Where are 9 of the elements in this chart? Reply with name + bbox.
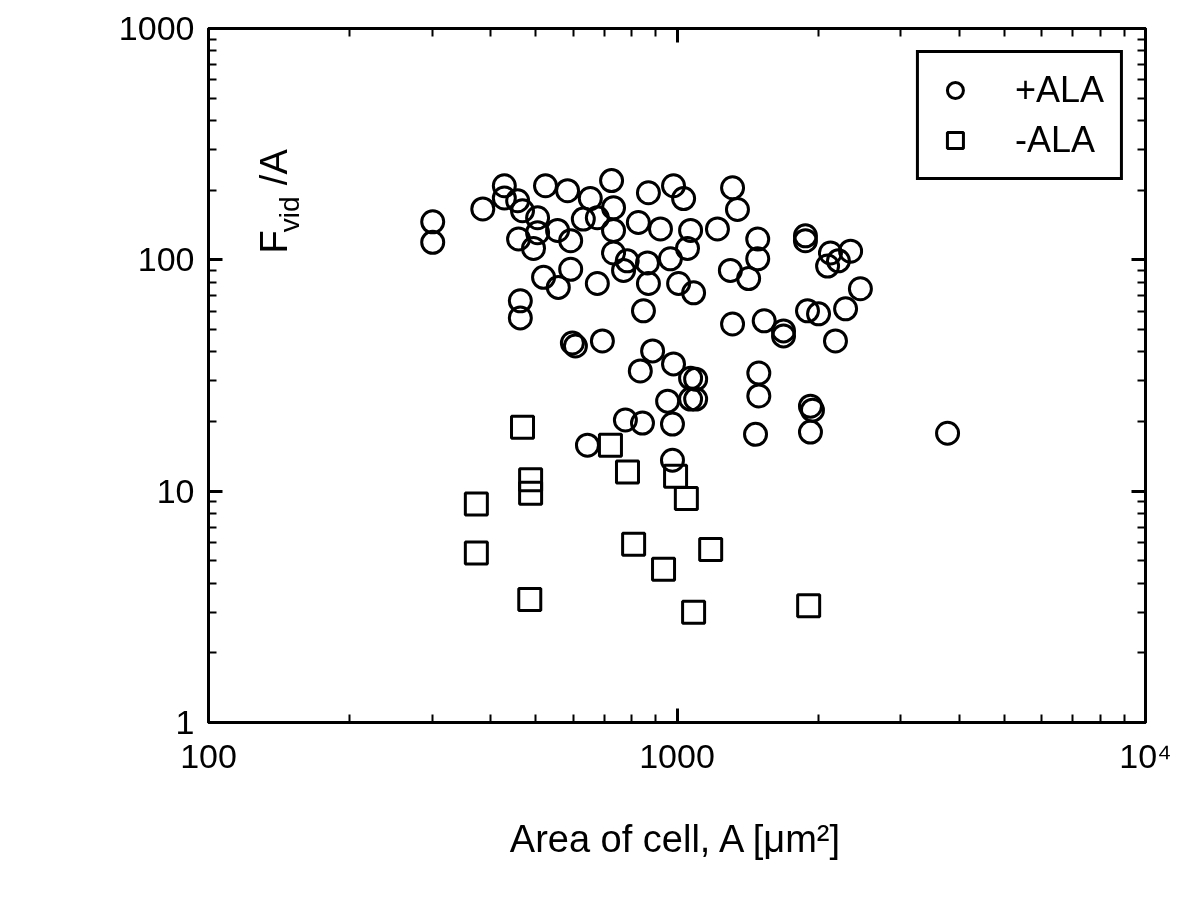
y-axis-title: Fvid /A [252,148,305,254]
legend-label: +ALA [1014,69,1104,111]
y-tick-label: 10 [156,471,195,510]
x-tick-label: 1000 [639,736,715,775]
x-tick-label: 10⁴ [1119,736,1172,775]
x-axis-title: Area of cell, A [μm²] [509,817,841,860]
y-tick-label: 100 [137,240,195,279]
y-tick-label: 1000 [118,9,195,47]
legend-label: -ALA [1014,119,1095,161]
